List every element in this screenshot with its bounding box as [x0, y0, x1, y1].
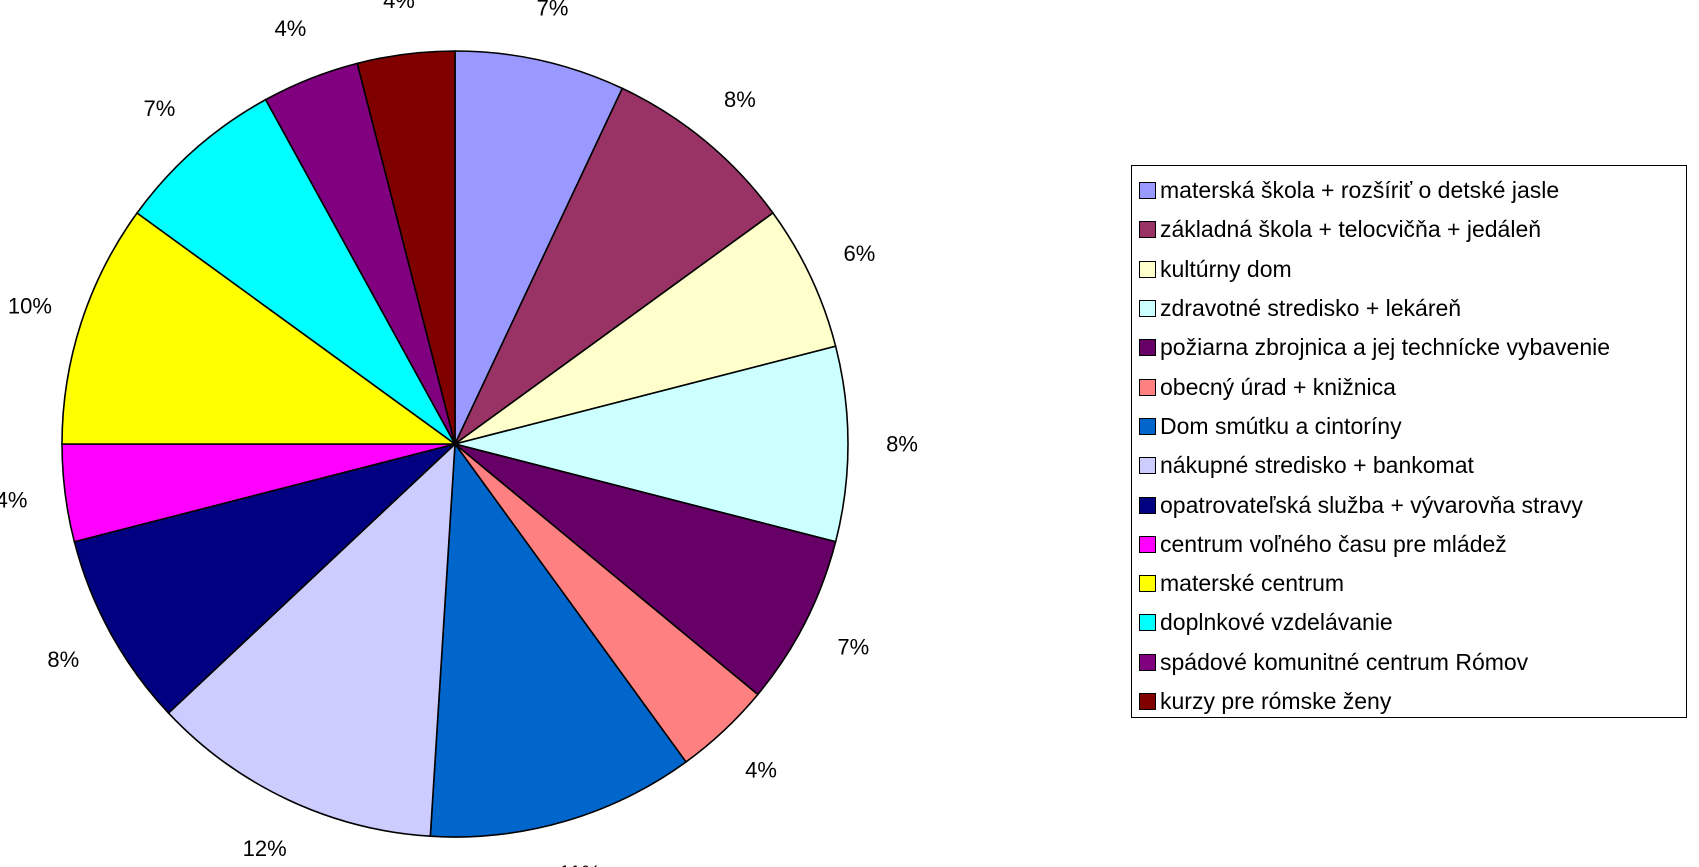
legend-label: materské centrum: [1160, 570, 1345, 597]
legend-item: kultúrny dom: [1139, 250, 1686, 289]
slice-percent-label: 8%: [886, 432, 918, 457]
legend-label: centrum voľného času pre mládež: [1160, 530, 1507, 557]
slice-percent-label: 12%: [243, 836, 287, 861]
legend-swatch: [1139, 535, 1156, 553]
legend-label: zdravotné stredisko + lekáreň: [1160, 295, 1462, 322]
legend-label: požiarna zbrojnica a jej technícke vybav…: [1160, 334, 1611, 361]
legend-item: základná škola + telocvičňa + jedáleň: [1139, 210, 1686, 249]
pie-slice: [429, 441, 688, 838]
legend-item: opatrovateľská služba + vývarovňa stravy: [1139, 485, 1686, 524]
legend-item: spádové komunitné centrum Rómov: [1139, 643, 1686, 682]
slice-percent-label: 4%: [745, 757, 777, 782]
legend-swatch: [1139, 417, 1156, 435]
pie-slice: [454, 87, 775, 445]
legend-label: kultúrny dom: [1160, 255, 1292, 282]
slice-percent-label: 4%: [383, 0, 415, 13]
pie-slice: [135, 98, 456, 445]
slice-percent-label: 10%: [8, 293, 52, 318]
legend-swatch: [1139, 575, 1156, 593]
legend-item: materská škola + rozšíriť o detské jasle: [1139, 171, 1686, 210]
legend-swatch: [1139, 221, 1156, 239]
slice-percent-label: 8%: [47, 647, 79, 672]
legend-label: obecný úrad + knižnica: [1160, 373, 1396, 400]
slice-percent-label: 4%: [275, 16, 307, 41]
legend-swatch: [1139, 693, 1156, 710]
legend-label: doplnkové vzdelávanie: [1160, 609, 1393, 636]
legend-item: obecný úrad + knižnica: [1139, 367, 1686, 406]
legend-item: materské centrum: [1139, 564, 1686, 603]
legend-label: Dom smútku a cintoríny: [1160, 412, 1402, 439]
pie-slice: [61, 211, 458, 445]
legend-swatch: [1139, 300, 1156, 318]
legend-swatch: [1139, 653, 1156, 671]
legend-item: Dom smútku a cintoríny: [1139, 407, 1686, 446]
legend-swatch: [1139, 378, 1156, 396]
legend-swatch: [1139, 457, 1156, 475]
legend-label: kurzy pre rómske ženy: [1160, 688, 1392, 714]
legend-label: spádové komunitné centrum Rómov: [1160, 648, 1529, 675]
legend-item: doplnkové vzdelávanie: [1139, 603, 1686, 642]
slice-percent-label: 7%: [537, 0, 569, 20]
pie-slice: [454, 345, 849, 543]
legend-swatch: [1139, 182, 1156, 200]
legend-label: nákupné stredisko + bankomat: [1160, 452, 1474, 479]
pie-slice: [454, 443, 837, 696]
legend-item: nákupné stredisko + bankomat: [1139, 446, 1686, 485]
pie-slice: [73, 443, 456, 715]
legend-item: centrum voľného času pre mládež: [1139, 525, 1686, 564]
slice-percent-label: 8%: [724, 87, 756, 112]
legend-label: materská škola + rozšíriť o detské jasle: [1160, 177, 1560, 204]
pie-slice: [454, 50, 624, 445]
slice-percent-label: 11%: [559, 861, 601, 867]
pie-slice: [356, 50, 456, 445]
legend-swatch: [1139, 260, 1156, 278]
legend-swatch: [1139, 496, 1156, 514]
legend-label: opatrovateľská služba + vývarovňa stravy: [1160, 491, 1583, 518]
legend-item: požiarna zbrojnica a jej technícke vybav…: [1139, 328, 1686, 367]
pie-slice: [454, 211, 837, 445]
legend-label: základná škola + telocvičňa + jedáleň: [1160, 216, 1542, 243]
slice-percent-label: 7%: [837, 634, 869, 659]
legend-swatch: [1139, 614, 1156, 632]
slice-percent-label: 6%: [844, 241, 876, 266]
slice-percent-label: 7%: [143, 96, 175, 121]
pie-slice: [167, 442, 456, 838]
legend-swatch: [1139, 339, 1156, 357]
legend-item: kurzy pre rómske ženy: [1139, 682, 1686, 721]
slice-percent-label: 4%: [0, 488, 27, 513]
chart-legend: materská škola + rozšíriť o detské jasle…: [1131, 165, 1687, 718]
legend-item: zdravotné stredisko + lekáreň: [1139, 289, 1686, 328]
